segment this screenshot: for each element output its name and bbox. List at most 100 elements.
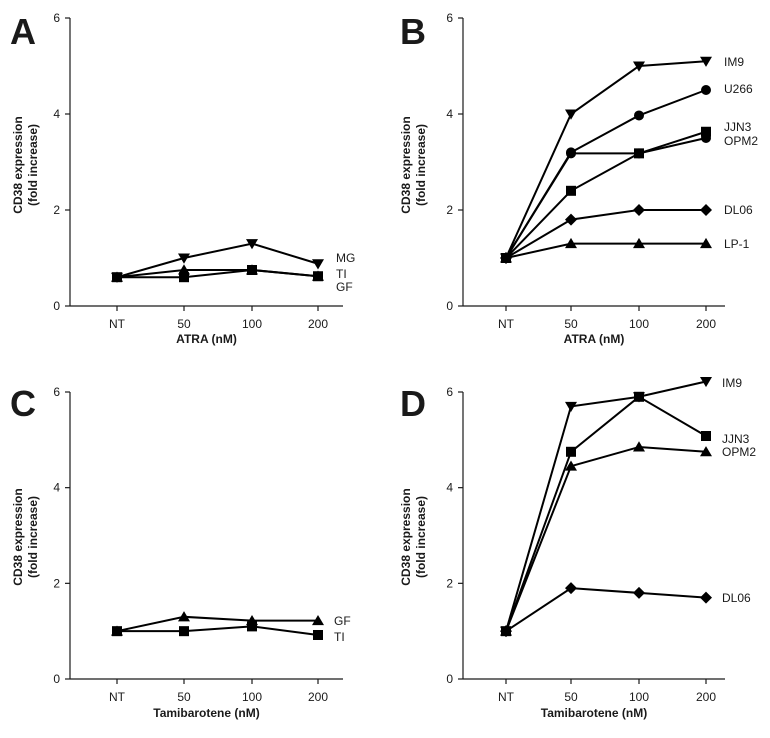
panel-b-series-opm2-marker xyxy=(701,133,711,143)
panel-b-series-lp1-line xyxy=(505,242,706,259)
panel-b-series-u266-marker xyxy=(701,85,711,95)
panel-b-series-lp1-marker xyxy=(500,252,512,263)
panel-d-x-tick-label: 50 xyxy=(564,690,578,704)
panel-d-series-dl06-marker xyxy=(500,625,512,638)
panel-d-series-jjn3-label: JJN3 xyxy=(722,432,750,446)
panel-d-x-tick-label: 100 xyxy=(629,690,649,704)
panel-b-series-opm2-line xyxy=(505,137,707,259)
panel-c-y-tick-label: 2 xyxy=(53,576,60,590)
panel-d-y-tick-label: 0 xyxy=(446,672,453,686)
panel-a-y-tick-label: 4 xyxy=(53,107,60,121)
panel-b-series-u266-label: U266 xyxy=(724,82,753,96)
panel-d-x-axis-title: Tamibarotene (nM) xyxy=(541,706,647,720)
panel-d-series-opm2-marker xyxy=(700,446,712,457)
panel-b-y-tick-label: 2 xyxy=(446,203,453,217)
panel-d-series-opm2-line xyxy=(505,445,707,632)
panel-b-x-tick-label: NT xyxy=(498,317,515,331)
panel-c-letter: C xyxy=(10,383,36,424)
panel-b-series-dl06-marker xyxy=(633,204,645,216)
panel-c-series-ti-marker xyxy=(313,629,323,640)
panel-b-series-im9-marker xyxy=(700,56,712,67)
panel-a-x-tick-label: 200 xyxy=(308,317,328,331)
panel-a-series-mg-line xyxy=(116,242,319,279)
panel-c-series-ti-marker xyxy=(179,626,189,637)
panel-c-x-tick-label: 50 xyxy=(177,690,191,704)
panel-a-series-gf-line xyxy=(117,268,319,279)
panel-d: D 0 2 4 6 NT 50 100 200 Tamibarotene (nM) CD38 exp… xyxy=(399,376,756,720)
panel-c-series-ti-marker xyxy=(112,626,122,637)
panel-a-series-ti-label: TI xyxy=(336,267,347,281)
panel-a-series-gf-marker xyxy=(112,272,122,283)
panel-d-series-opm2-marker xyxy=(565,460,577,471)
panel-a-letter: A xyxy=(10,11,36,52)
panel-d-y-tick-label: 4 xyxy=(446,481,453,495)
panel-b-series-dl06-line xyxy=(505,209,706,259)
panel-a-series-mg-label: MG xyxy=(336,251,355,265)
panel-d-x-tick-label: 200 xyxy=(696,690,716,704)
panel-c-x-tick-label: NT xyxy=(109,690,126,704)
panel-b-y-tick-label: 4 xyxy=(446,107,453,121)
panel-b-series-jjn3-label: JJN3 xyxy=(724,120,752,134)
panel-b-series-im9-marker xyxy=(565,109,577,120)
panel-b-series-opm2-marker xyxy=(634,148,644,159)
panel-c: C 0 2 4 6 NT 50 100 200 Tamibarotene (nM) CD38 exp… xyxy=(10,383,351,720)
panel-b-x-tick-label: 50 xyxy=(564,317,578,331)
panel-c-y-tick-label: 4 xyxy=(53,481,60,495)
panel-b-series-im9-line xyxy=(505,60,707,259)
panel-a-series-mg-marker xyxy=(178,253,190,264)
panel-d-series-dl06-marker xyxy=(700,591,712,604)
panel-a-x-tick-label: 100 xyxy=(242,317,262,331)
panel-c-y-tick-label: 0 xyxy=(53,672,60,686)
panel-b-series-opm2-label: OPM2 xyxy=(724,134,758,148)
panel-a-y-tick-label: 2 xyxy=(53,203,60,217)
panel-b-series-lp1-marker xyxy=(633,237,645,249)
panel-c-y-tick-label: 6 xyxy=(53,385,60,399)
panel-d-series-opm2-marker xyxy=(633,441,645,452)
panel-a-series-gf-label: GF xyxy=(336,280,353,294)
panel-b-x-tick-label: 100 xyxy=(629,317,649,331)
panel-d-series-opm2-label: OPM2 xyxy=(722,445,756,459)
panel-a-x-axis-title: ATRA (nM) xyxy=(176,332,237,346)
panel-b-y-tick-label: 0 xyxy=(446,299,453,313)
panel-b-series-lp1-marker xyxy=(700,237,712,249)
panel-d-series-jjn3-marker xyxy=(566,446,576,457)
panel-d-y-tick-label: 2 xyxy=(446,576,453,590)
panel-a-y-axis-title: CD38 expression xyxy=(11,116,25,213)
panel-a-y-tick-label: 0 xyxy=(53,299,60,313)
panel-d-series-im9-marker xyxy=(565,401,577,413)
panel-b-letter: B xyxy=(400,11,426,52)
panel-d-series-jjn3-marker xyxy=(634,391,644,402)
panel-a-x-tick-label: NT xyxy=(109,317,126,331)
panel-b-series-lp1-label: LP-1 xyxy=(724,237,750,251)
panel-b-series-dl06-marker xyxy=(565,213,577,226)
panel-b-series-dl06-label: DL06 xyxy=(724,203,753,217)
panel-a-x-tick-label: 50 xyxy=(177,317,191,331)
panel-d-x-tick-label: NT xyxy=(498,690,515,704)
panel-d-series-im9-label: IM9 xyxy=(722,376,742,390)
panel-b-series-im9-marker xyxy=(633,61,645,72)
panel-d-y-axis-title: CD38 expression xyxy=(399,488,413,585)
panel-d-series-im9-line xyxy=(505,380,707,632)
panel-a-series-mg-marker xyxy=(246,239,258,250)
panel-d-y-axis-subtitle: (fold increase) xyxy=(414,496,428,578)
panel-b-y-tick-label: 6 xyxy=(446,11,453,25)
panel-b-x-axis-title: ATRA (nM) xyxy=(564,332,625,346)
panel-d-series-dl06-marker xyxy=(633,586,645,599)
panel-a-y-tick-label: 6 xyxy=(53,11,60,25)
panel-d-y-tick-label: 6 xyxy=(446,385,453,399)
panel-b-series-jjn3-line xyxy=(505,130,707,259)
panel-c-series-gf-marker xyxy=(178,611,190,622)
panel-a-series-gf-marker xyxy=(179,272,189,283)
panel-d-series-dl06-label: DL06 xyxy=(722,591,751,605)
panel-c-y-axis-title: CD38 expression xyxy=(11,488,25,585)
panel-c-series-ti-marker xyxy=(247,621,257,632)
panel-d-series-dl06-marker xyxy=(565,582,577,595)
panel-b-series-u266-marker xyxy=(634,110,644,121)
panel-c-x-tick-label: 100 xyxy=(242,690,262,704)
panel-c-x-tick-label: 200 xyxy=(308,690,328,704)
panel-b-series-im9-label: IM9 xyxy=(724,55,744,69)
panel-d-series-jjn3-marker xyxy=(701,431,711,442)
panel-c-series-gf-marker xyxy=(312,614,324,626)
panel-d-series-dl06-line xyxy=(505,587,707,633)
